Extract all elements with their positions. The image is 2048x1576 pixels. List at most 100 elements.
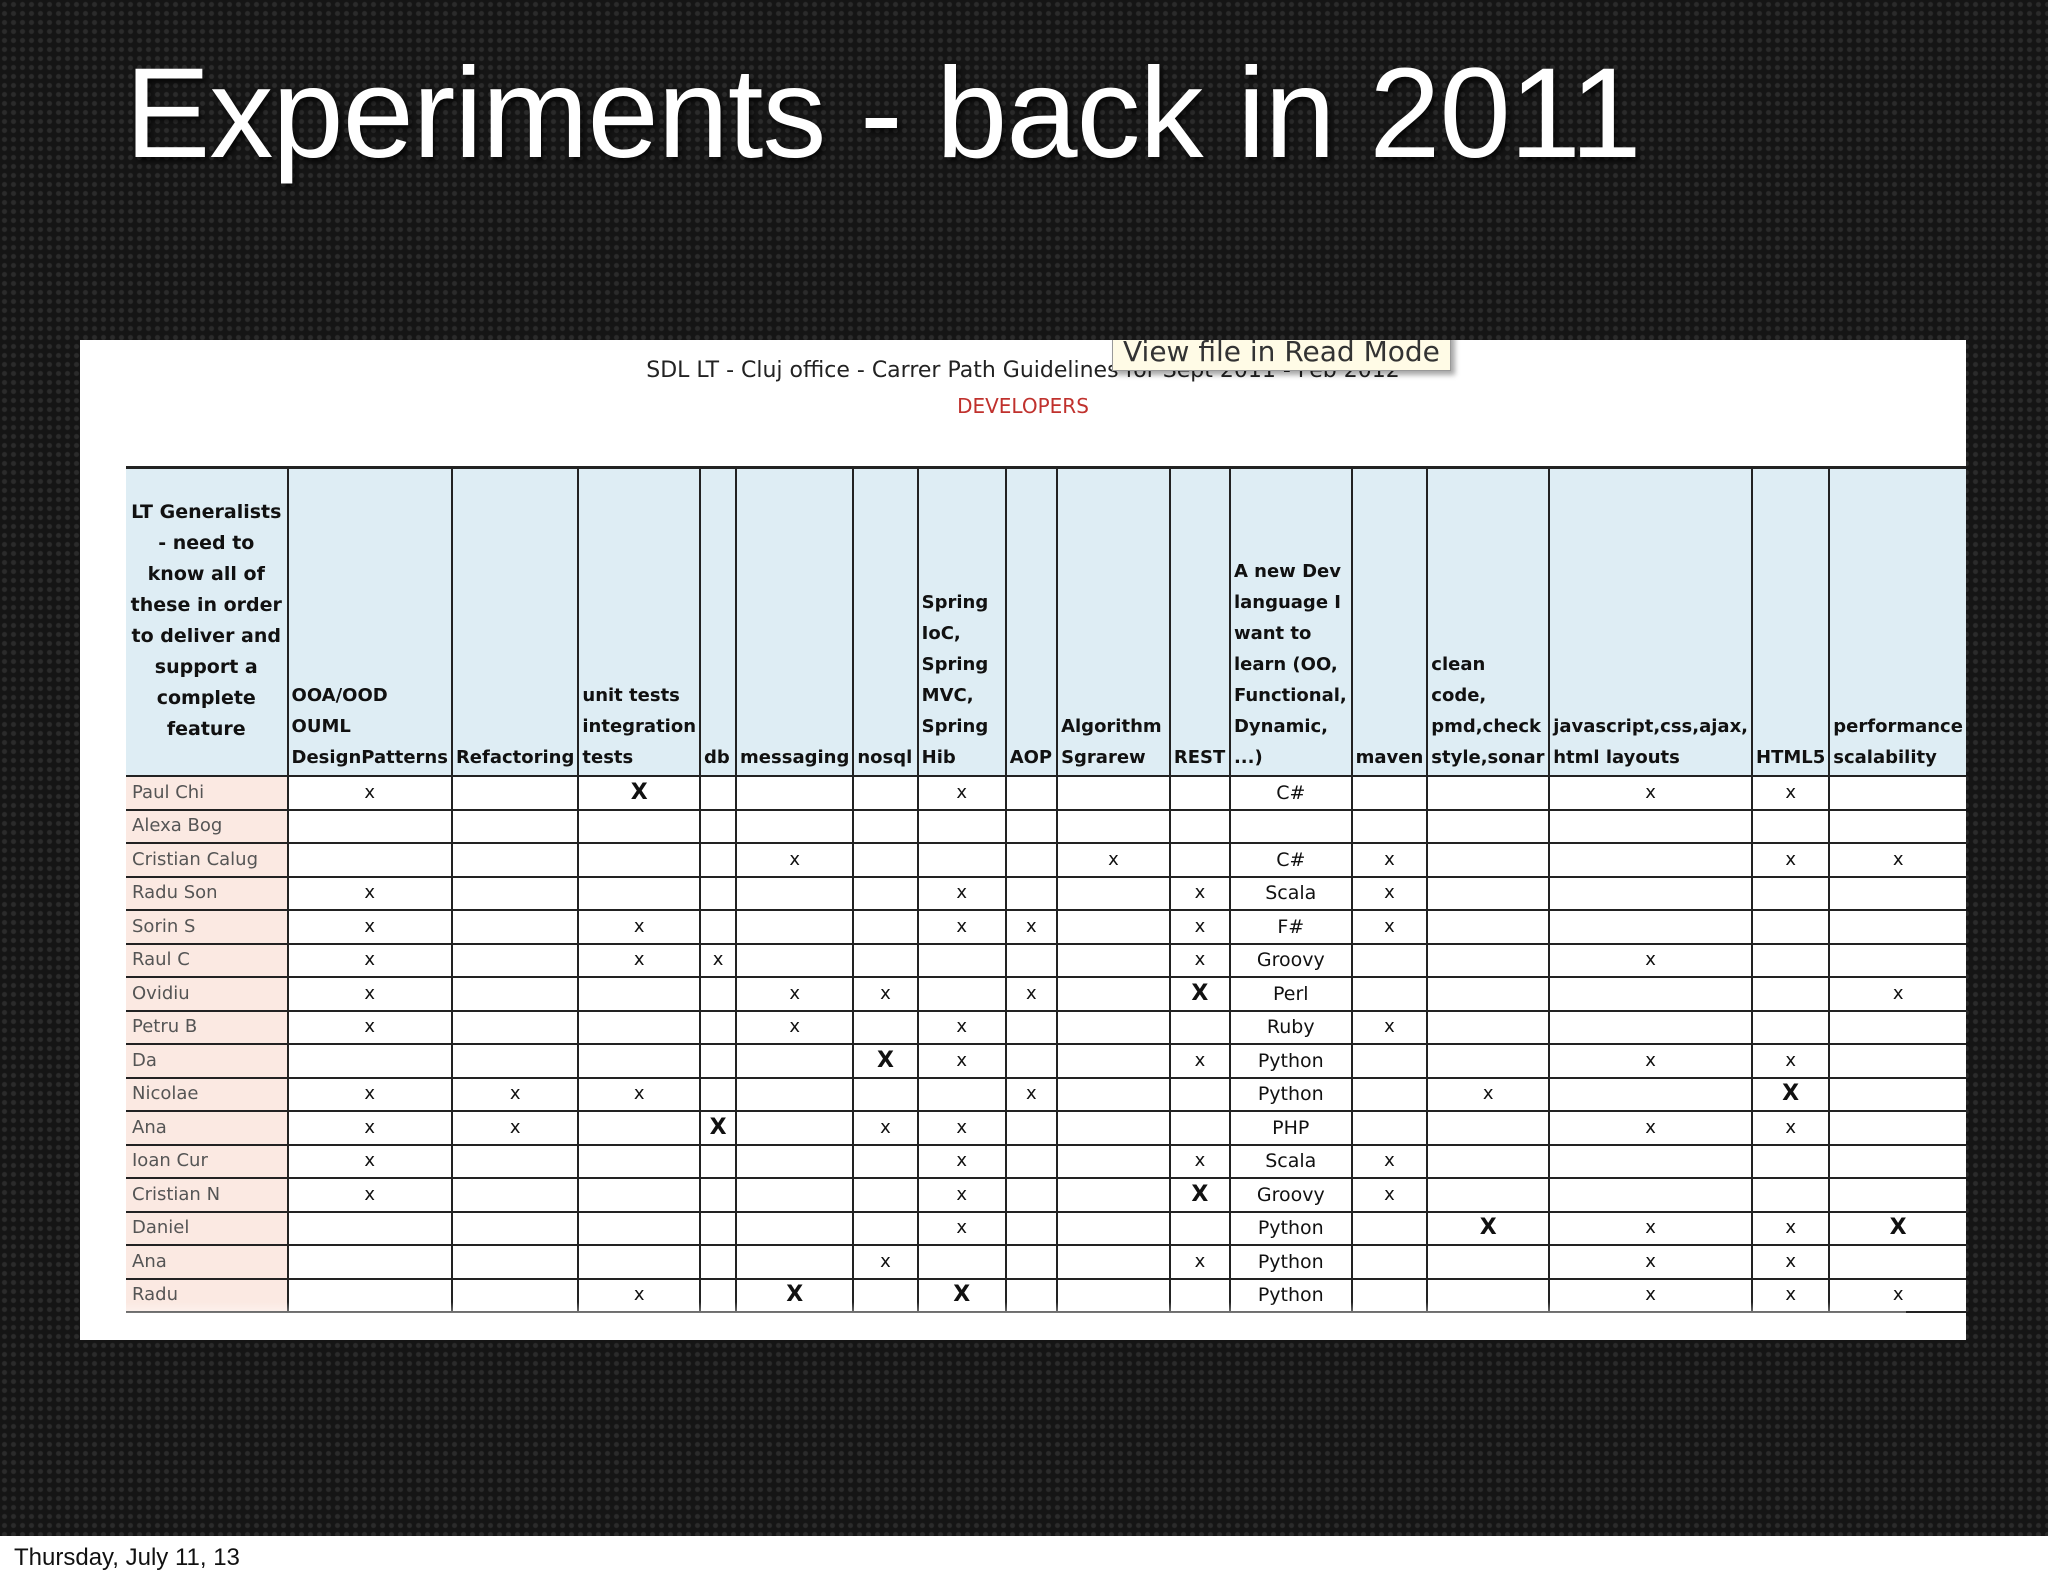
table-cell <box>1056 876 1170 911</box>
table-cell <box>1056 1178 1170 1213</box>
table-cell <box>577 1245 701 1280</box>
table-cell <box>1426 776 1550 811</box>
table-cell: X <box>699 1111 737 1146</box>
table-cell: x <box>1751 1044 1830 1079</box>
table-cell: Python <box>1228 1077 1352 1112</box>
table-cell <box>699 910 737 945</box>
table-cell: x <box>1828 843 1966 878</box>
employee-name: Nicolae <box>126 1077 288 1112</box>
employee-name: Ovidiu <box>126 977 288 1012</box>
table-cell <box>1828 876 1966 911</box>
table-cell <box>735 1111 854 1146</box>
table-cell: x <box>699 943 737 978</box>
table-cell <box>577 843 701 878</box>
table-cell <box>852 1010 918 1045</box>
table-row: Nicolae x x x x Python x X <box>126 1077 1966 1112</box>
table-cell <box>1004 1144 1058 1179</box>
table-cell: x <box>577 943 701 978</box>
table-cell: x <box>1751 1245 1830 1280</box>
table-cell <box>699 977 737 1012</box>
table-cell <box>699 809 737 844</box>
table-cell <box>1004 943 1058 978</box>
table-row: Cristian Calug x x C# x x x <box>126 843 1966 878</box>
table-cell: x <box>852 1245 918 1280</box>
table-cell <box>450 1211 579 1246</box>
column-header: AOP <box>1004 466 1058 777</box>
table-cell: x <box>735 1010 854 1045</box>
table-cell <box>1228 809 1352 844</box>
table-cell: x <box>1751 843 1830 878</box>
table-cell: x <box>1751 1211 1830 1246</box>
table-cell <box>852 876 918 911</box>
table-cell: x <box>1350 876 1428 911</box>
column-header: unit tests integration tests <box>577 466 701 777</box>
table-cell <box>1751 1178 1830 1213</box>
column-header: A new Dev language I want to learn (OO, … <box>1228 466 1352 777</box>
table-cell: x <box>286 776 452 811</box>
table-cell <box>852 843 918 878</box>
table-cell <box>1056 1245 1170 1280</box>
table-cell <box>577 1144 701 1179</box>
table-cell <box>577 977 701 1012</box>
table-cell <box>735 1211 854 1246</box>
table-cell <box>286 1044 452 1079</box>
column-header: OOA/OOD OUML DesignPatterns <box>286 466 452 777</box>
footer-date: Thursday, July 11, 13 <box>14 1544 240 1571</box>
employee-name: Cristian Calug <box>126 843 288 878</box>
table-cell: Perl <box>1228 977 1352 1012</box>
table-cell: F# <box>1228 910 1352 945</box>
table-cell <box>1004 1111 1058 1146</box>
table-cell <box>699 1044 737 1079</box>
table-cell: x <box>1056 843 1170 878</box>
table-cell <box>1751 809 1830 844</box>
table-cell: x <box>286 1144 452 1179</box>
employee-name: Raul C <box>126 943 288 978</box>
table-cell: X <box>1168 1178 1230 1213</box>
table-cell <box>450 1044 579 1079</box>
table-cell <box>852 809 918 844</box>
table-cell <box>450 843 579 878</box>
table-cell <box>1828 910 1966 945</box>
table-cell: x <box>916 1144 1006 1179</box>
table-cell: X <box>577 776 701 811</box>
table-cell: x <box>286 1178 452 1213</box>
table-cell: x <box>1168 1144 1230 1179</box>
table-cell: Scala <box>1228 876 1352 911</box>
table-cell: x <box>286 1010 452 1045</box>
table-cell: Python <box>1228 1044 1352 1079</box>
table-cell: x <box>1168 943 1230 978</box>
table-cell <box>1426 809 1550 844</box>
table-cell <box>1426 1178 1550 1213</box>
table-cell <box>916 977 1006 1012</box>
table-cell <box>699 776 737 811</box>
read-mode-tooltip[interactable]: View file in Read Mode <box>1112 340 1451 371</box>
table-cell <box>1004 1178 1058 1213</box>
column-header: performance scalability <box>1828 466 1966 777</box>
table-cell <box>1168 1010 1230 1045</box>
table-cell: x <box>577 1077 701 1112</box>
column-header: Algorithm Sgrarew <box>1056 466 1170 777</box>
table-cell <box>577 1044 701 1079</box>
table-cell <box>577 1178 701 1213</box>
table-cell <box>735 1245 854 1280</box>
column-header: Refactoring <box>450 466 579 777</box>
table-cell <box>1056 1077 1170 1112</box>
table-cell <box>735 1077 854 1112</box>
table-cell: x <box>286 910 452 945</box>
table-cell: x <box>1168 910 1230 945</box>
table-cell: C# <box>1228 843 1352 878</box>
employee-name: Ana <box>126 1245 288 1280</box>
table-cell: PHP <box>1228 1111 1352 1146</box>
table-cell <box>1056 1211 1170 1246</box>
table-cell <box>852 910 918 945</box>
table-cell: x <box>286 876 452 911</box>
table-cell <box>1056 1144 1170 1179</box>
table-cell: X <box>852 1044 918 1079</box>
table-cell <box>1751 876 1830 911</box>
table-cell <box>1004 1245 1058 1280</box>
